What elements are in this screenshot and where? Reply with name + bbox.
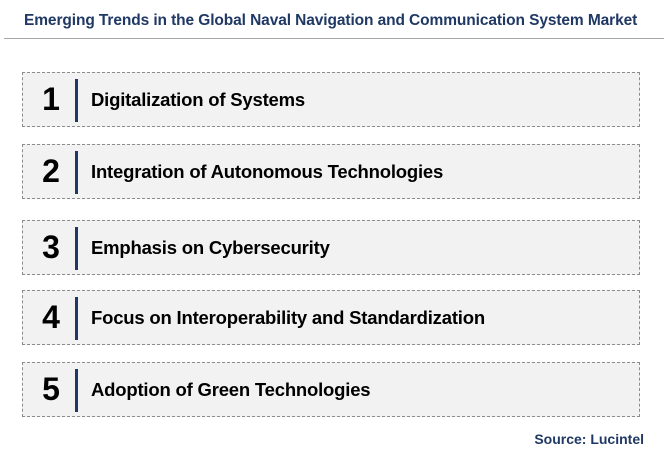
trend-divider (75, 227, 78, 270)
trend-divider (75, 79, 78, 122)
trend-item-1: 1 Digitalization of Systems (22, 72, 640, 127)
trend-label: Adoption of Green Technologies (91, 378, 371, 400)
trend-item-3: 3 Emphasis on Cybersecurity (22, 220, 640, 275)
trend-divider (75, 151, 78, 194)
trend-number: 3 (42, 229, 60, 265)
trend-label: Integration of Autonomous Technologies (91, 160, 444, 182)
trend-item-4: 4 Focus on Interoperability and Standard… (22, 290, 640, 345)
trend-label: Emphasis on Cybersecurity (91, 236, 330, 258)
trend-number: 5 (42, 371, 60, 407)
trend-label: Focus on Interoperability and Standardiz… (91, 306, 485, 328)
trend-number: 1 (42, 81, 60, 117)
trend-item-5: 5 Adoption of Green Technologies (22, 362, 640, 417)
trend-number: 2 (42, 153, 60, 189)
source-credit: Source: Lucintel (534, 431, 644, 447)
page-title: Emerging Trends in the Global Naval Navi… (24, 12, 638, 29)
trend-label: Digitalization of Systems (91, 88, 305, 110)
trend-divider (75, 369, 78, 412)
trend-divider (75, 297, 78, 340)
title-underline (4, 38, 664, 39)
trend-item-2: 2 Integration of Autonomous Technologies (22, 144, 640, 199)
trend-number: 4 (42, 299, 60, 335)
